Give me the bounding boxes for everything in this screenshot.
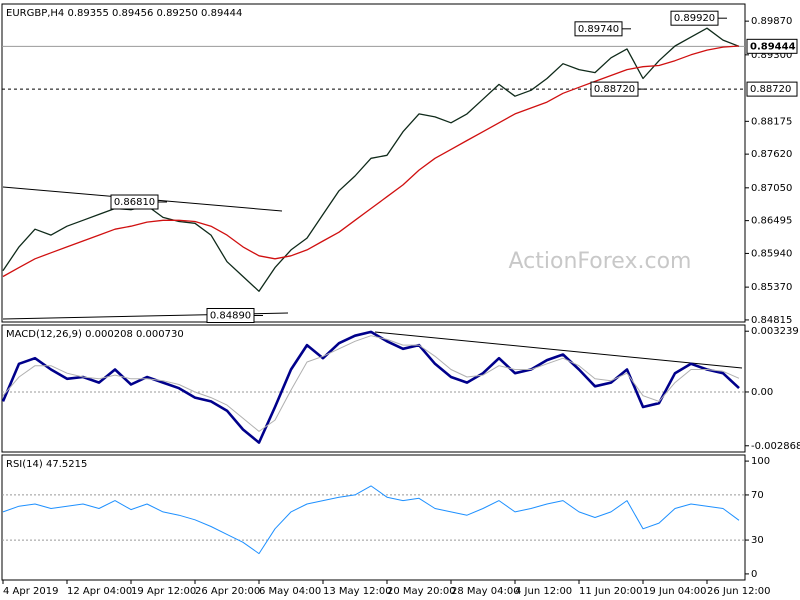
y-tick-label: 30: [751, 535, 764, 546]
y-tick-label: 100: [751, 456, 770, 467]
annotation-label: 0.88720: [594, 84, 635, 95]
x-tick-label: 6 May 04:00: [259, 586, 321, 597]
y-tick-label: -0.002868: [751, 441, 800, 452]
y-tick-label: 0.00: [751, 387, 773, 398]
x-tick-label: 19 Apr 12:00: [131, 586, 196, 597]
annotation-label: 0.84890: [210, 310, 251, 321]
annotation-box: [110, 194, 159, 210]
series-line: [2, 45, 740, 278]
x-tick-label: 28 May 04:00: [451, 586, 520, 597]
level-label: 0.88720: [750, 84, 791, 95]
y-tick-label: 0.85940: [751, 248, 792, 259]
watermark: ActionForex.com: [509, 249, 692, 274]
y-tick-label: 0.89300: [751, 50, 792, 61]
panel-title: MACD(12,26,9) 0.000208 0.000730: [6, 329, 184, 340]
annotation-label: 0.89740: [578, 24, 619, 35]
current-price-box: [746, 38, 798, 54]
annotation-box: [206, 307, 255, 323]
panel-title: EURGBP,H4 0.89355 0.89456 0.89250 0.8944…: [6, 8, 242, 19]
x-tick-label: 4 Apr 2019: [3, 586, 58, 597]
x-tick-label: 12 Apr 04:00: [67, 586, 132, 597]
annotation-label: 0.89920: [674, 13, 715, 24]
series-line: [2, 335, 740, 432]
y-tick-label: 70: [751, 490, 764, 501]
current-price-label: 0.89444: [750, 41, 796, 52]
y-tick-label: 0: [751, 569, 757, 580]
y-tick-label: 0.86495: [751, 216, 792, 227]
y-tick-label: 0.85370: [751, 282, 792, 293]
annotation-box: [670, 10, 719, 26]
panel-title: RSI(14) 47.5215: [6, 459, 87, 470]
trend-line: [374, 331, 743, 369]
x-tick-label: 26 Jun 12:00: [707, 586, 771, 597]
x-tick-label: 4 Jun 12:00: [515, 586, 572, 597]
y-tick-label: 0.89870: [751, 16, 792, 27]
level-label-box: [746, 81, 798, 97]
annotation-box: [590, 81, 639, 97]
annotation-label: 0.86810: [114, 197, 155, 208]
annotation-box: [574, 21, 623, 37]
y-tick-label: 0.84815: [751, 315, 792, 326]
series-line: [2, 485, 740, 555]
y-tick-label: 0.87050: [751, 183, 792, 194]
x-tick-label: 20 May 20:00: [387, 586, 456, 597]
y-tick-label: 0.87620: [751, 149, 792, 160]
y-tick-label: 0.003239: [751, 326, 799, 337]
x-tick-label: 11 Jun 20:00: [579, 586, 643, 597]
x-tick-label: 13 May 12:00: [323, 586, 392, 597]
y-tick-label: 0.88175: [751, 116, 792, 127]
x-tick-label: 26 Apr 20:00: [195, 586, 260, 597]
x-tick-label: 19 Jun 04:00: [643, 586, 707, 597]
